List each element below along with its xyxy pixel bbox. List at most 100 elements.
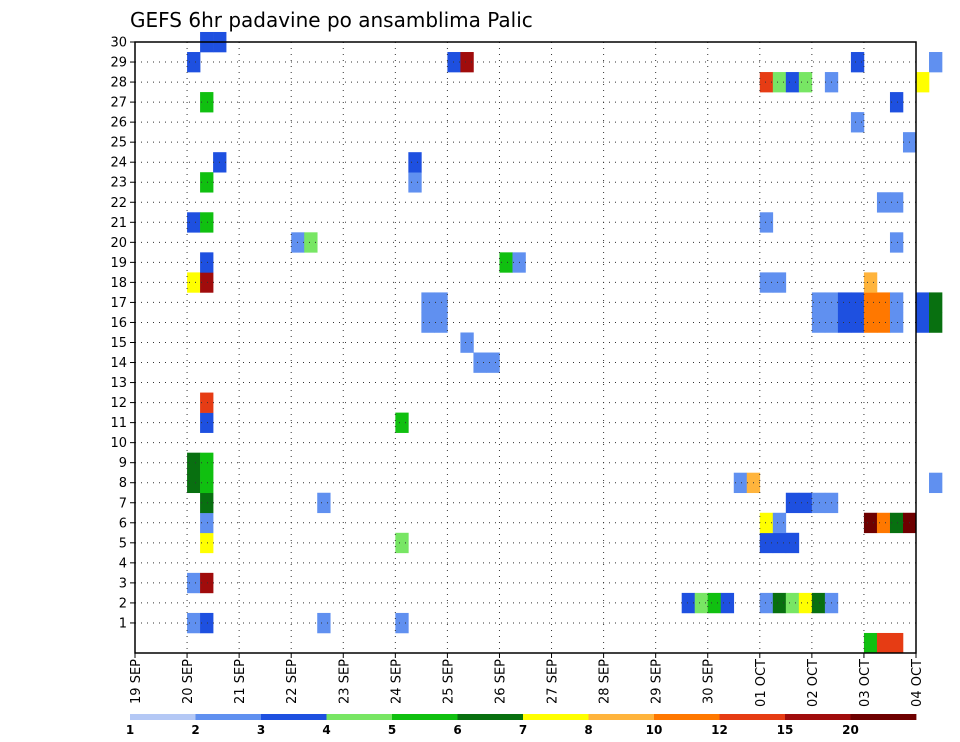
y-tick-label: 22 [110,196,127,211]
precip-cell [863,292,878,313]
precip-cell [200,392,214,413]
colorbar-label: 10 [646,723,663,737]
precip-cell [317,612,331,634]
colorbar-label: 3 [257,723,265,737]
x-tick-label: 22 SEP [285,659,300,704]
precip-cell [681,592,696,614]
precip-cell [473,352,487,373]
precip-cell [889,92,904,113]
y-tick-label: 19 [110,256,127,271]
precip-cell [850,52,865,73]
precip-cell [759,212,774,233]
y-tick-label: 6 [119,516,127,531]
precip-cell [720,592,735,614]
y-tick-label: 23 [110,176,127,191]
precip-cell [200,472,214,494]
precip-cell [811,492,826,514]
precip-cell [916,292,930,313]
colorbar-label: 8 [584,723,592,737]
precip-cell [707,592,722,614]
x-tick-label: 03 OCT [858,659,873,707]
y-tick-label: 16 [110,316,127,331]
precip-cell [499,252,513,273]
precip-cell [876,292,891,313]
precip-cell [876,632,891,654]
y-tick-label: 18 [110,276,127,291]
precip-cell [889,292,904,313]
x-tick-label: 20 SEP [181,659,196,704]
x-tick-label: 21 SEP [233,659,248,704]
precip-cell [421,312,435,333]
colorbar-swatch [850,714,917,720]
colorbar-label: 12 [711,723,728,737]
x-tick-label: 26 SEP [494,659,509,704]
grid-lines [135,41,916,653]
x-tick-label: 27 SEP [546,659,561,704]
colorbar-label: 4 [322,723,330,737]
precip-cell [395,412,409,433]
precip-cell [863,312,878,333]
y-tick-label: 1 [119,616,127,631]
colorbar-label: 5 [388,723,396,737]
precip-cell [929,312,943,333]
precip-cell [460,52,474,73]
precip-cell [863,512,878,534]
precip-cell [486,352,500,373]
precip-cell [772,512,787,534]
precip-cell [187,212,201,233]
y-tick-label: 8 [119,476,127,491]
y-tick-label: 11 [110,416,127,431]
chart-title: GEFS 6hr padavine po ansamblima Palic [130,8,533,32]
precip-cell [304,232,318,253]
y-tick-label: 26 [110,116,127,131]
precip-cell [187,452,201,473]
precip-cell [785,532,800,554]
precip-cell [408,152,422,173]
colorbar-swatch [523,714,589,720]
precip-cell [850,112,865,133]
precip-cell [187,612,201,634]
colorbar-swatch [326,714,393,720]
x-tick-label: 23 SEP [337,659,352,704]
precip-cell [200,532,214,554]
x-tick-label: 04 OCT [910,659,925,707]
precip-cell [772,592,787,614]
y-tick-label: 12 [110,396,127,411]
precip-cell [772,272,787,293]
precip-cell [889,312,904,333]
y-tick-label: 13 [110,376,127,391]
y-tick-label: 30 [110,36,127,51]
x-tick-label: 19 SEP [129,659,144,704]
precip-cell [811,592,826,614]
precip-cell [772,532,787,554]
colorbar-swatch [719,714,786,720]
precip-cell [889,632,904,654]
y-tick-label: 14 [110,356,127,371]
plot-frame [134,41,917,654]
precip-cell [811,292,826,313]
y-tick-label: 2 [119,596,127,611]
precip-cell [929,52,943,73]
colorbar-swatch [654,714,720,720]
precip-cell [785,492,800,514]
precip-cell [837,292,852,313]
precip-cell [889,232,904,253]
precip-cell [850,312,865,333]
precip-cell [694,592,709,614]
precip-cell [798,72,813,93]
colorbar-swatch [261,714,327,720]
colorbar-label: 1 [126,723,134,737]
colorbar-label: 6 [453,723,461,737]
y-tick-label: 27 [110,96,127,111]
precip-cell [200,92,214,113]
precip-cell [395,532,409,554]
precip-cell [200,252,214,273]
precip-cell [916,312,930,333]
y-tick-label: 9 [119,456,127,471]
x-tick-label: 01 OCT [754,659,769,707]
y-tick-label: 20 [110,236,127,251]
x-axis-labels: 19 SEP 20 SEP 21 SEP 22 SEP 23 SEP 24 SEP 25 S… [129,653,925,707]
precip-cell [187,572,201,594]
precip-cell [876,192,891,213]
